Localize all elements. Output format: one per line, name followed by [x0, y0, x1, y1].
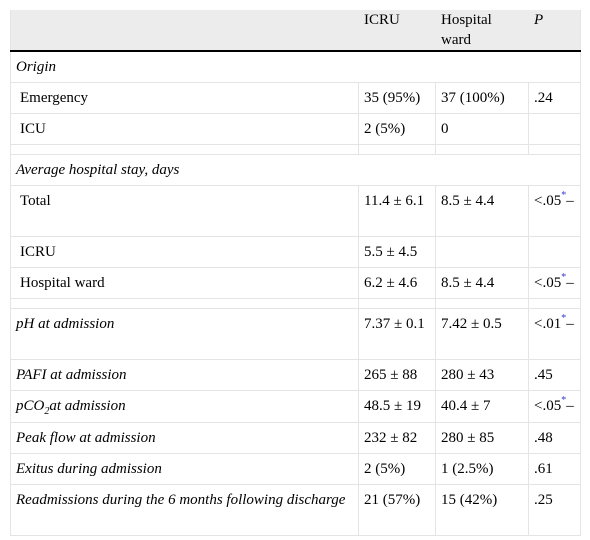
table-row-emergency: Emergency 35 (95%) 37 (100%) .24	[10, 82, 581, 114]
table-row-pafi: PAFI at admission 265 ± 88 280 ± 43 .45	[10, 359, 581, 391]
row-label: Readmissions during the 6 months followi…	[10, 484, 359, 536]
icru-value: 21 (57%)	[358, 484, 436, 536]
table-row-total: Total 11.4 ± 6.1 8.5 ± 4.4 <.05*–	[10, 185, 581, 237]
header-hospital-ward: Hospital ward	[435, 10, 529, 52]
ward-value: 8.5 ± 4.4	[435, 185, 529, 237]
icru-value: 11.4 ± 6.1	[358, 185, 436, 237]
p-value-cell: <.05*–	[528, 185, 581, 237]
row-label: pCO2at admission	[10, 390, 359, 423]
label-part: pCO	[16, 398, 45, 414]
p-value: <.05	[534, 275, 562, 291]
table-row-icu: ICU 2 (5%) 0	[10, 113, 581, 145]
ward-value: 1 (2.5%)	[435, 453, 529, 485]
footnote-link[interactable]: *	[561, 395, 567, 406]
ward-value: 40.4 ± 7	[435, 390, 529, 423]
row-label: ICU	[10, 113, 359, 145]
ward-value: 37 (100%)	[435, 82, 529, 114]
ward-value: 0	[435, 113, 529, 145]
ward-value: 280 ± 43	[435, 359, 529, 391]
row-label: Total	[10, 185, 359, 237]
table-row-pco2: pCO2at admission 48.5 ± 19 40.4 ± 7 <.05…	[10, 390, 581, 423]
ward-value	[435, 236, 529, 268]
icru-value: 2 (5%)	[358, 113, 436, 145]
p-value: <.05	[534, 193, 562, 209]
ward-value: 7.42 ± 0.5	[435, 308, 529, 360]
dash: –	[566, 316, 574, 332]
row-label: ICRU	[10, 236, 359, 268]
icru-value: 35 (95%)	[358, 82, 436, 114]
dash: –	[566, 398, 574, 414]
p-value: .45	[528, 359, 581, 391]
table-row-peak-flow: Peak flow at admission 232 ± 82 280 ± 85…	[10, 422, 581, 454]
row-label: Peak flow at admission	[10, 422, 359, 454]
table-row-hospital-ward-stay: Hospital ward 6.2 ± 4.6 8.5 ± 4.4 <.05*–	[10, 267, 581, 299]
row-label: Emergency	[10, 82, 359, 114]
ward-value: 8.5 ± 4.4	[435, 267, 529, 299]
p-value: <.05	[534, 398, 562, 414]
spacer-row	[10, 298, 581, 309]
label-part: at admission	[49, 398, 126, 414]
row-label: pH at admission	[10, 308, 359, 360]
header-blank	[10, 10, 359, 52]
icru-value: 6.2 ± 4.6	[358, 267, 436, 299]
icru-value: 48.5 ± 19	[358, 390, 436, 423]
label-subscript: 2	[44, 406, 50, 417]
footnote-link[interactable]: *	[561, 313, 567, 324]
dash: –	[566, 193, 574, 209]
table-row-ph: pH at admission 7.37 ± 0.1 7.42 ± 0.5 <.…	[10, 308, 581, 360]
row-label: Hospital ward	[10, 267, 359, 299]
section-label-origin: Origin	[10, 51, 581, 83]
header-icru: ICRU	[358, 10, 436, 52]
row-label: PAFI at admission	[10, 359, 359, 391]
p-value-cell: <.05*–	[528, 267, 581, 299]
p-value: <.01	[534, 316, 562, 332]
header-p-value: P	[528, 10, 581, 52]
footnote-link[interactable]: *	[561, 272, 567, 283]
p-value: .25	[528, 484, 581, 536]
dash: –	[566, 275, 574, 291]
p-value: .48	[528, 422, 581, 454]
section-label-hospital-stay: Average hospital stay, days	[10, 154, 581, 186]
table-row-icru-stay: ICRU 5.5 ± 4.5	[10, 236, 581, 268]
footnote-link[interactable]: *	[561, 190, 567, 201]
p-value-cell: <.05*–	[528, 390, 581, 423]
p-value-cell: <.01*–	[528, 308, 581, 360]
section-row-hospital-stay: Average hospital stay, days	[10, 154, 581, 186]
spacer-row	[10, 144, 581, 155]
ward-value: 15 (42%)	[435, 484, 529, 536]
table-row-exitus: Exitus during admission 2 (5%) 1 (2.5%) …	[10, 453, 581, 485]
icru-value: 5.5 ± 4.5	[358, 236, 436, 268]
icru-value: 265 ± 88	[358, 359, 436, 391]
icru-value: 2 (5%)	[358, 453, 436, 485]
header-row: ICRU Hospital ward P	[10, 10, 581, 52]
section-row-origin: Origin	[10, 51, 581, 83]
table-row-readmissions: Readmissions during the 6 months followi…	[10, 484, 581, 536]
row-label: Exitus during admission	[10, 453, 359, 485]
icru-value: 7.37 ± 0.1	[358, 308, 436, 360]
p-value	[528, 236, 581, 268]
p-value: .61	[528, 453, 581, 485]
icru-value: 232 ± 82	[358, 422, 436, 454]
p-value	[528, 113, 581, 145]
results-table: ICRU Hospital ward P Origin Emergency 35…	[10, 10, 581, 536]
p-value: .24	[528, 82, 581, 114]
ward-value: 280 ± 85	[435, 422, 529, 454]
